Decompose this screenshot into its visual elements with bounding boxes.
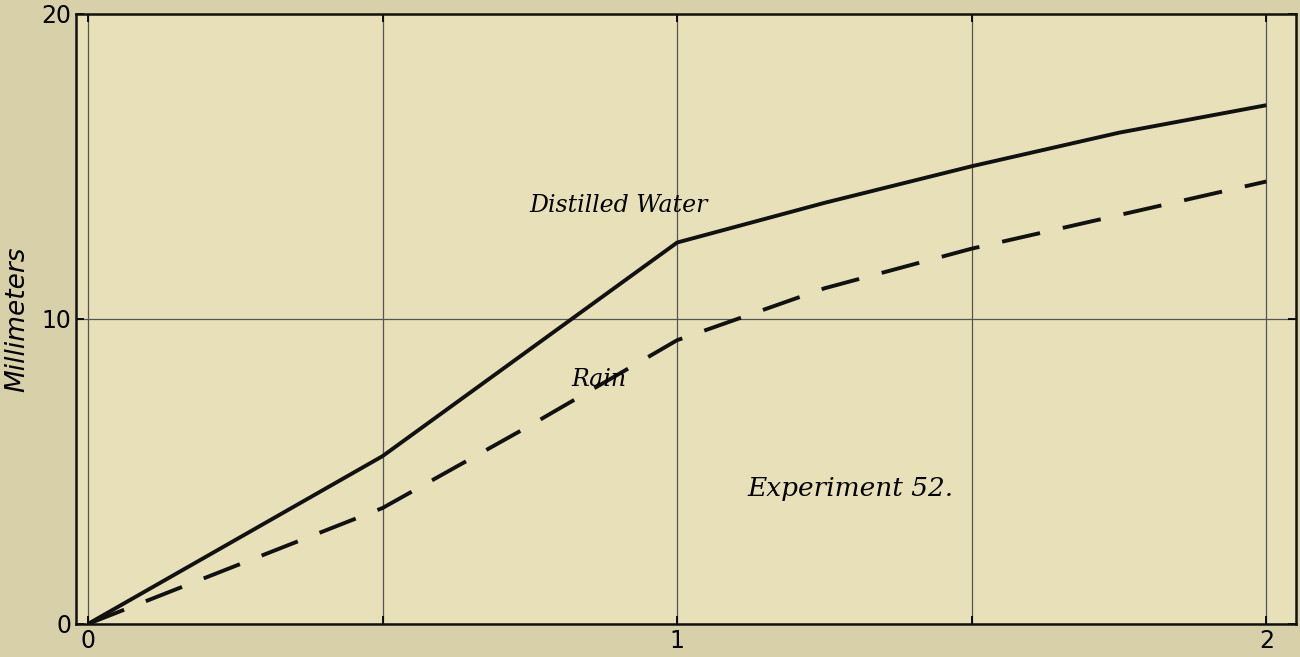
Y-axis label: Millimeters: Millimeters	[4, 246, 30, 392]
Text: Experiment 52.: Experiment 52.	[747, 476, 954, 501]
Text: Rain: Rain	[571, 368, 627, 391]
Text: Distilled Water: Distilled Water	[530, 194, 708, 217]
